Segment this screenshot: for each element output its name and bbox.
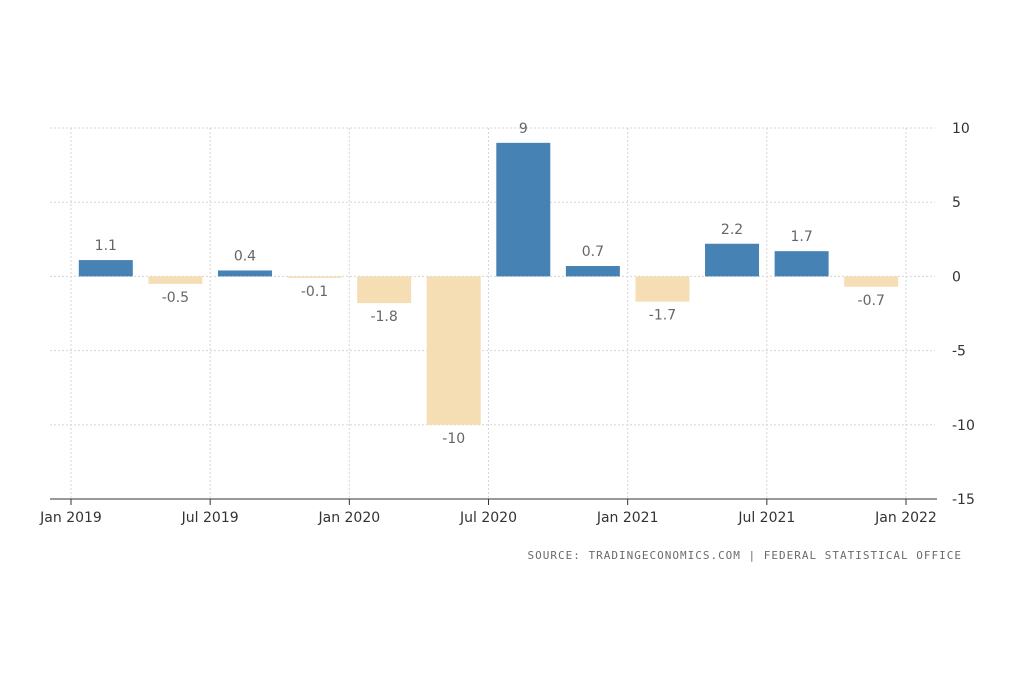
bar — [217, 270, 272, 277]
data-labels: 1.1 -0.5 0.4 -0.1 -1.8 -10 9 0.7 -1.7 2.2 1.7 -0.7 — [95, 121, 885, 447]
data-label: -1.7 — [649, 308, 676, 324]
data-label: 9 — [519, 121, 528, 137]
data-label: -0.1 — [301, 284, 328, 300]
y-tick-label: -5 — [952, 344, 966, 360]
bar — [705, 243, 760, 277]
y-tick-label: -15 — [952, 492, 975, 508]
bars — [78, 142, 899, 425]
data-label: -0.5 — [162, 290, 189, 306]
bar — [357, 276, 412, 304]
data-label: -10 — [442, 431, 465, 447]
bar — [287, 276, 342, 278]
data-label: 0.7 — [582, 244, 604, 260]
x-tick-label: Jan 2020 — [317, 510, 380, 526]
gridlines — [50, 127, 935, 499]
data-label: 2.2 — [721, 222, 743, 238]
x-tick-label: Jan 2021 — [596, 510, 659, 526]
y-tick-label: -10 — [952, 418, 975, 434]
x-tick-label: Jul 2021 — [737, 510, 795, 526]
y-tick-label: 0 — [952, 269, 961, 285]
data-label: -1.8 — [370, 309, 397, 325]
bar — [565, 266, 620, 277]
data-label: -0.7 — [858, 293, 885, 309]
x-tick-label: Jul 2019 — [181, 510, 239, 526]
bar — [496, 142, 551, 277]
bar — [844, 276, 899, 287]
source-note: SOURCE: TRADINGECONOMICS.COM | FEDERAL S… — [527, 549, 962, 562]
bar — [78, 260, 133, 277]
bar — [635, 276, 690, 302]
bar — [148, 276, 203, 284]
bar — [426, 276, 481, 425]
x-tick-label: Jan 2022 — [874, 510, 937, 526]
data-label: 1.1 — [95, 238, 117, 254]
x-tick-label: Jan 2019 — [39, 510, 102, 526]
y-tick-label: 5 — [952, 195, 961, 211]
x-tick-label: Jul 2020 — [459, 510, 517, 526]
y-tick-label: 10 — [952, 121, 970, 137]
axes: 10 5 0 -5 -10 -15 Jan 2019 Jul 2019 Jan 2020 Jul … — [39, 121, 975, 526]
data-label: 0.4 — [234, 248, 256, 264]
data-label: 1.7 — [790, 229, 812, 245]
bar — [774, 251, 829, 277]
